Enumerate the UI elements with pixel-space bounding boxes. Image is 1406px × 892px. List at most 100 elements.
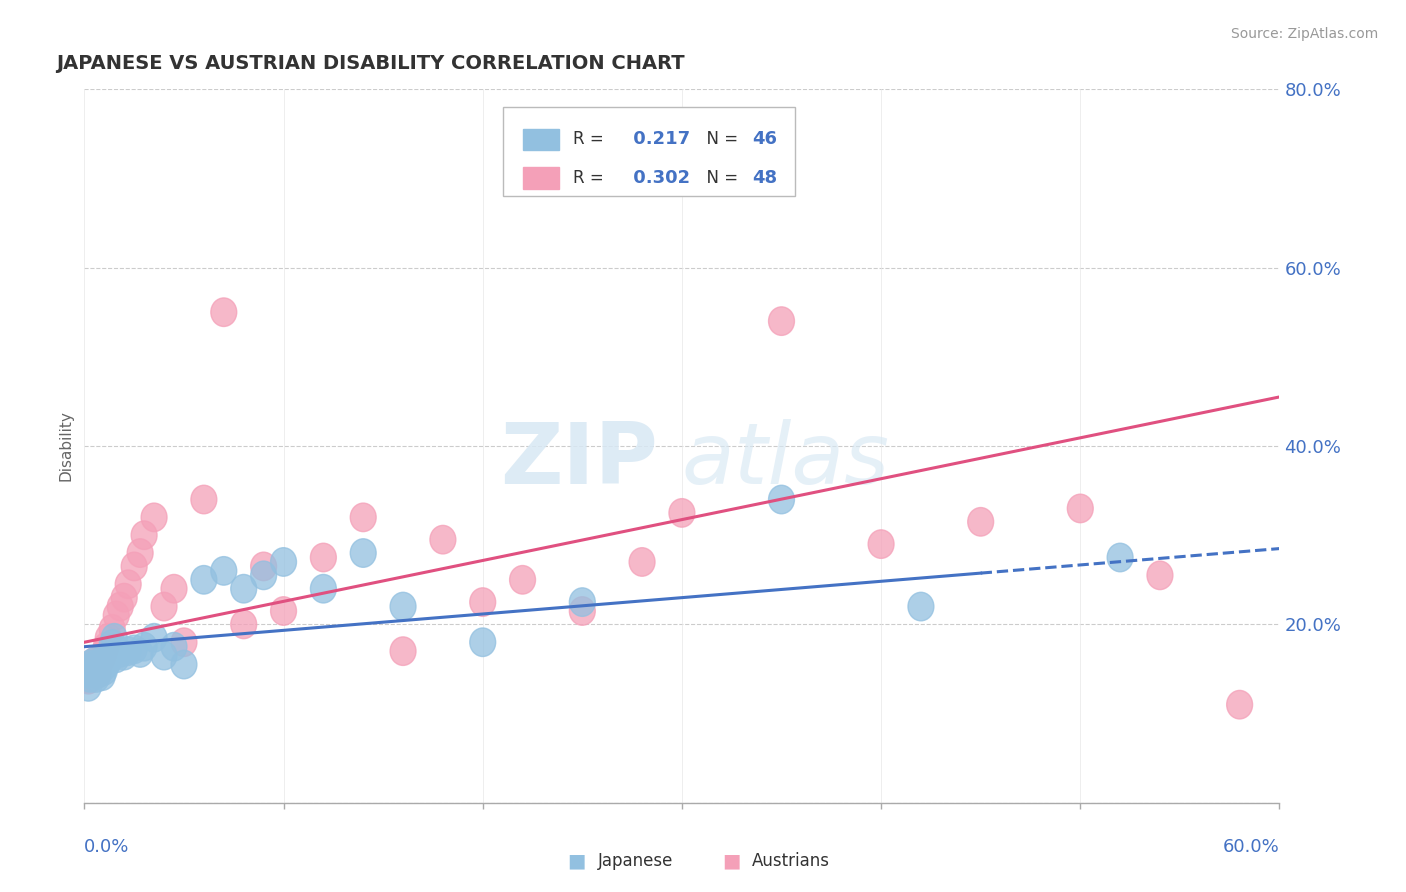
Text: ZIP: ZIP	[501, 418, 658, 502]
Ellipse shape	[769, 307, 794, 335]
Ellipse shape	[79, 653, 105, 681]
Ellipse shape	[73, 664, 100, 692]
Ellipse shape	[1226, 690, 1253, 719]
Ellipse shape	[270, 597, 297, 625]
Text: 0.302: 0.302	[627, 169, 690, 187]
Ellipse shape	[131, 521, 157, 549]
Ellipse shape	[90, 644, 115, 673]
Bar	[523, 167, 558, 188]
Ellipse shape	[162, 632, 187, 661]
Text: JAPANESE VS AUSTRIAN DISABILITY CORRELATION CHART: JAPANESE VS AUSTRIAN DISABILITY CORRELAT…	[56, 54, 685, 72]
Ellipse shape	[91, 657, 117, 685]
Ellipse shape	[211, 298, 236, 326]
Ellipse shape	[150, 641, 177, 670]
Ellipse shape	[107, 592, 134, 621]
Ellipse shape	[311, 543, 336, 572]
Ellipse shape	[191, 485, 217, 514]
Text: 0.217: 0.217	[627, 130, 690, 148]
Ellipse shape	[270, 548, 297, 576]
Ellipse shape	[91, 644, 117, 673]
Ellipse shape	[868, 530, 894, 558]
Ellipse shape	[231, 610, 257, 639]
Ellipse shape	[1147, 561, 1173, 590]
Ellipse shape	[79, 659, 105, 688]
Ellipse shape	[76, 673, 101, 701]
Ellipse shape	[79, 650, 105, 679]
Text: 48: 48	[752, 169, 778, 187]
Text: ■: ■	[721, 851, 741, 871]
Ellipse shape	[470, 628, 496, 657]
Ellipse shape	[430, 525, 456, 554]
Ellipse shape	[77, 664, 103, 692]
Ellipse shape	[1067, 494, 1094, 523]
Ellipse shape	[96, 624, 121, 652]
Ellipse shape	[76, 655, 101, 683]
Ellipse shape	[90, 662, 115, 690]
Ellipse shape	[569, 597, 595, 625]
Ellipse shape	[91, 639, 117, 667]
Text: N =: N =	[696, 130, 744, 148]
Text: N =: N =	[696, 169, 744, 187]
Ellipse shape	[103, 601, 129, 630]
Ellipse shape	[569, 588, 595, 616]
Ellipse shape	[509, 566, 536, 594]
Ellipse shape	[96, 648, 121, 676]
Ellipse shape	[172, 628, 197, 657]
Text: 46: 46	[752, 130, 778, 148]
Ellipse shape	[100, 630, 125, 658]
Ellipse shape	[389, 637, 416, 665]
Ellipse shape	[103, 644, 129, 673]
FancyBboxPatch shape	[503, 107, 796, 196]
Ellipse shape	[628, 548, 655, 576]
Ellipse shape	[231, 574, 257, 603]
Ellipse shape	[82, 657, 107, 685]
Ellipse shape	[79, 657, 105, 685]
Ellipse shape	[470, 588, 496, 616]
Ellipse shape	[141, 503, 167, 532]
Ellipse shape	[350, 539, 377, 567]
Ellipse shape	[131, 632, 157, 661]
Text: 60.0%: 60.0%	[1223, 838, 1279, 856]
Ellipse shape	[83, 664, 110, 692]
Ellipse shape	[76, 665, 101, 694]
Ellipse shape	[350, 503, 377, 532]
Text: Japanese: Japanese	[598, 852, 673, 870]
Ellipse shape	[121, 635, 148, 664]
Ellipse shape	[967, 508, 994, 536]
Ellipse shape	[141, 624, 167, 652]
Ellipse shape	[115, 637, 141, 665]
Bar	[523, 128, 558, 150]
Ellipse shape	[389, 592, 416, 621]
Text: Source: ZipAtlas.com: Source: ZipAtlas.com	[1230, 27, 1378, 41]
Ellipse shape	[191, 566, 217, 594]
Ellipse shape	[82, 659, 107, 688]
Ellipse shape	[87, 657, 114, 685]
Ellipse shape	[86, 659, 111, 688]
Ellipse shape	[111, 641, 138, 670]
Ellipse shape	[115, 570, 141, 599]
Ellipse shape	[83, 650, 110, 679]
Ellipse shape	[769, 485, 794, 514]
Ellipse shape	[127, 539, 153, 567]
Ellipse shape	[73, 659, 100, 688]
Ellipse shape	[172, 650, 197, 679]
Ellipse shape	[100, 615, 125, 643]
Ellipse shape	[250, 561, 277, 590]
Ellipse shape	[101, 624, 127, 652]
Text: 0.0%: 0.0%	[84, 838, 129, 856]
Text: atlas: atlas	[682, 418, 890, 502]
Ellipse shape	[77, 653, 103, 681]
Y-axis label: Disability: Disability	[58, 410, 73, 482]
Ellipse shape	[127, 639, 153, 667]
Ellipse shape	[83, 655, 110, 683]
Text: ■: ■	[567, 851, 586, 871]
Ellipse shape	[107, 639, 134, 667]
Ellipse shape	[250, 552, 277, 581]
Ellipse shape	[669, 499, 695, 527]
Ellipse shape	[77, 662, 103, 690]
Ellipse shape	[82, 648, 107, 676]
Ellipse shape	[1107, 543, 1133, 572]
Ellipse shape	[76, 657, 101, 685]
Text: R =: R =	[574, 169, 609, 187]
Ellipse shape	[311, 574, 336, 603]
